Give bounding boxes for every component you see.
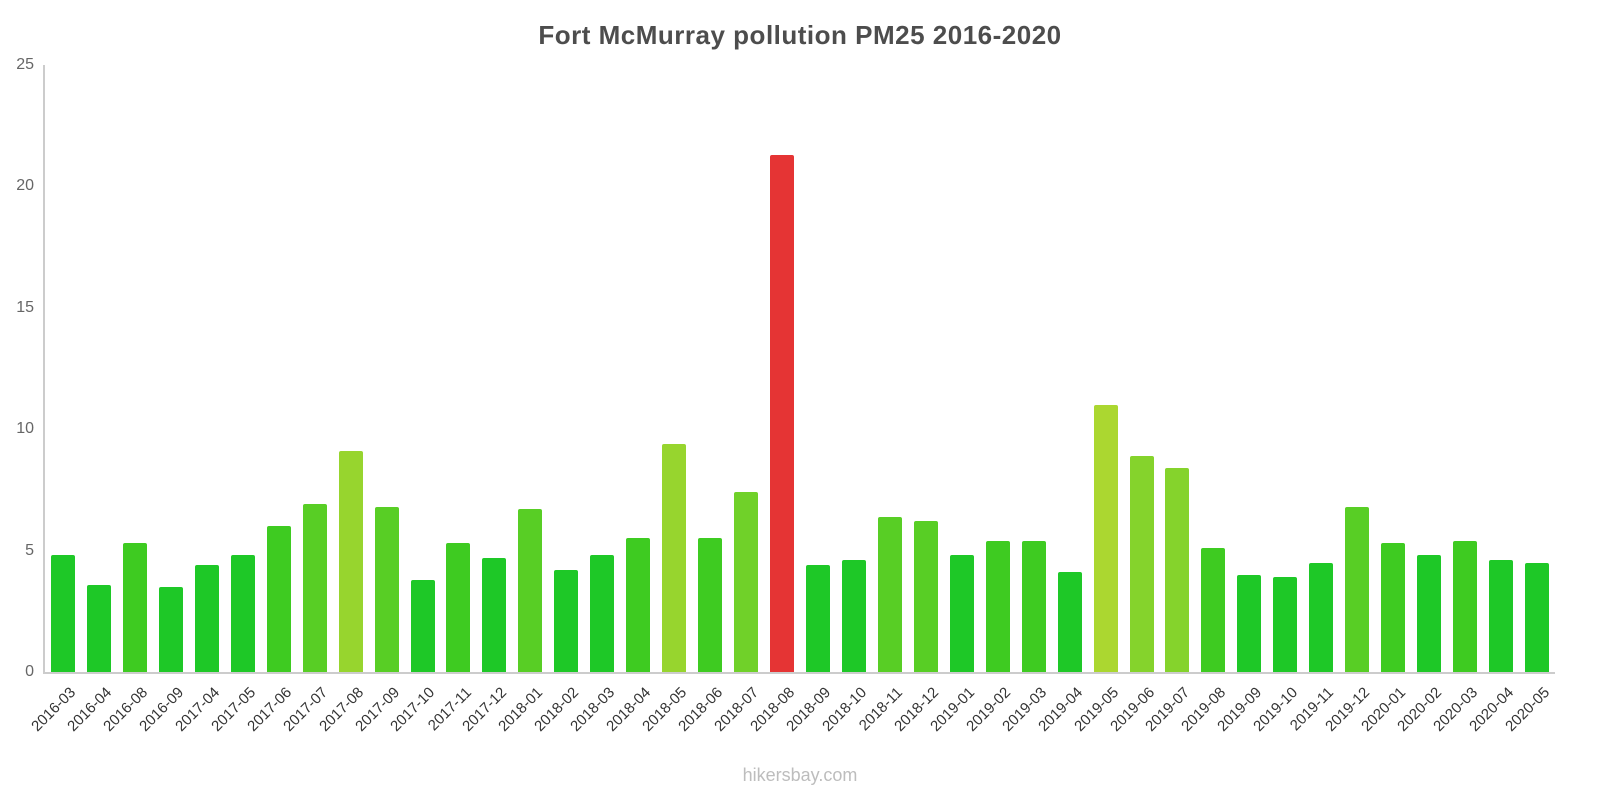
bar <box>1130 456 1154 672</box>
bar <box>159 587 183 672</box>
bar <box>195 565 219 672</box>
bar <box>518 509 542 672</box>
watermark: hikersbay.com <box>742 765 858 785</box>
y-tick-label: 5 <box>25 541 34 559</box>
bar <box>1094 405 1118 672</box>
bar <box>1345 507 1369 672</box>
bar <box>554 570 578 672</box>
bar <box>303 504 327 672</box>
x-axis-line <box>43 672 1555 674</box>
bar <box>626 538 650 672</box>
bar <box>1273 577 1297 672</box>
bar <box>51 555 75 672</box>
bar <box>375 507 399 672</box>
bar <box>590 555 614 672</box>
bar <box>1201 548 1225 672</box>
bar <box>1525 563 1549 672</box>
bar <box>770 155 794 672</box>
bar <box>123 543 147 672</box>
bar <box>806 565 830 672</box>
y-tick-label: 25 <box>16 56 34 73</box>
bar <box>482 558 506 672</box>
bar <box>1309 563 1333 672</box>
bar <box>878 517 902 672</box>
bar <box>1381 543 1405 672</box>
bar <box>986 541 1010 672</box>
bar <box>1417 555 1441 672</box>
y-tick-label: 20 <box>16 177 34 195</box>
chart-title: Fort McMurray pollution PM25 2016-2020 <box>538 20 1062 50</box>
bar <box>1022 541 1046 672</box>
bar <box>950 555 974 672</box>
bar <box>87 585 111 672</box>
bar <box>1237 575 1261 672</box>
y-axis-line <box>43 65 45 674</box>
bar <box>734 492 758 672</box>
bar <box>339 451 363 672</box>
bar <box>231 555 255 672</box>
bar <box>1058 572 1082 672</box>
bar <box>1489 560 1513 672</box>
y-tick-label: 0 <box>25 663 34 680</box>
bar <box>914 521 938 672</box>
bar <box>1453 541 1477 672</box>
y-tick-label: 15 <box>16 298 34 316</box>
bar <box>446 543 470 672</box>
bar <box>842 560 866 672</box>
bar <box>411 580 435 672</box>
bar <box>662 444 686 672</box>
bar <box>1165 468 1189 672</box>
bar <box>698 538 722 672</box>
bar <box>267 526 291 672</box>
y-tick-label: 10 <box>16 420 34 438</box>
